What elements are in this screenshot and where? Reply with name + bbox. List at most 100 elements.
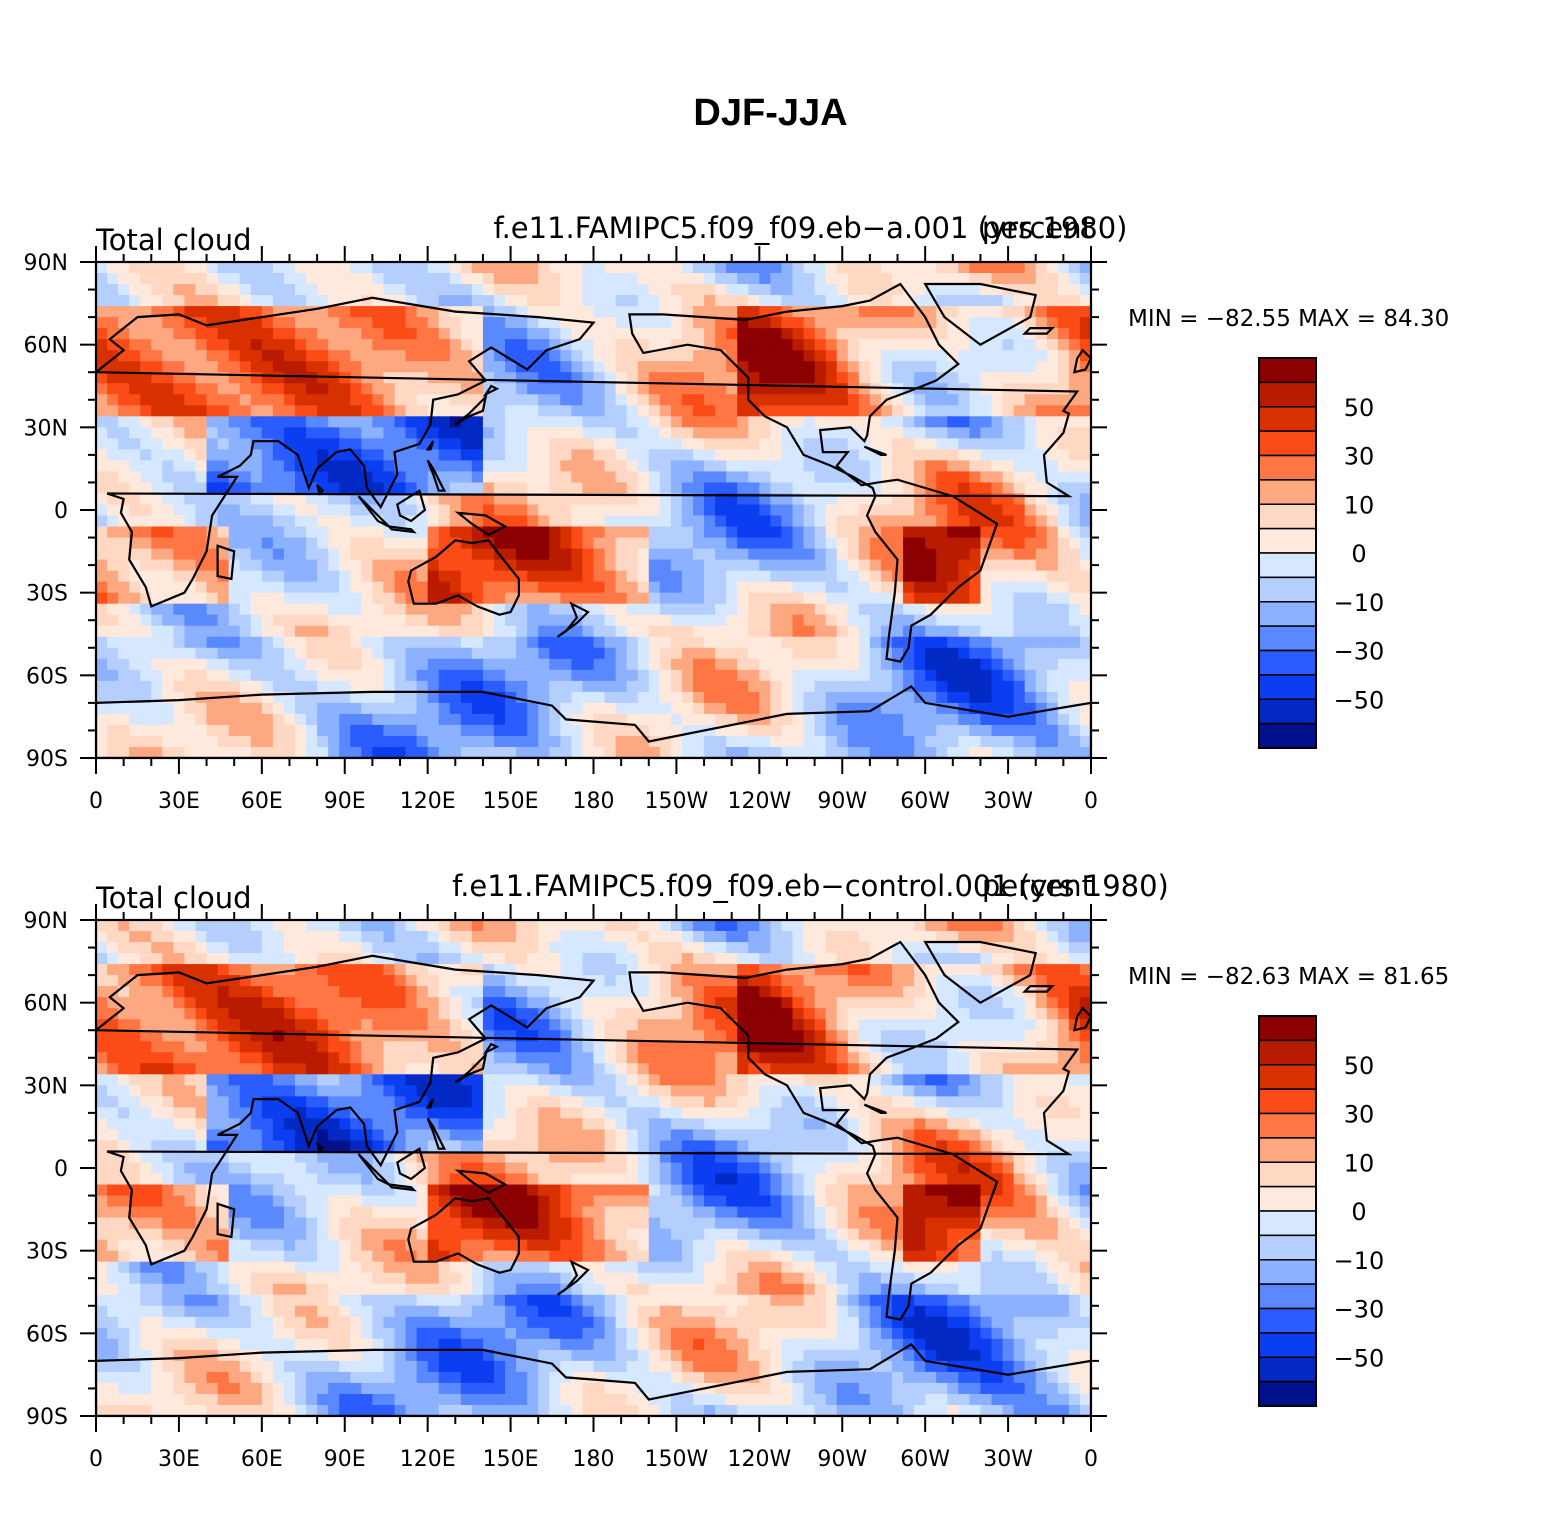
field-cell <box>892 658 904 671</box>
coastline <box>316 484 325 496</box>
field-cell <box>505 931 517 943</box>
field-cell <box>704 713 716 726</box>
field-cell <box>748 735 760 748</box>
field-cell <box>659 669 672 682</box>
field-cell <box>626 361 639 373</box>
field-cell <box>781 735 794 748</box>
field-cell <box>505 614 517 627</box>
field-cell <box>107 537 119 550</box>
field-cell <box>637 416 650 428</box>
field-cell <box>317 273 329 285</box>
field-cell <box>516 460 528 473</box>
panel-experiment-a: Total cloud f.e11.FAMIPC5.f09_f09.eb−a.0… <box>0 190 1541 830</box>
field-cell <box>118 383 130 395</box>
field-cell <box>593 713 606 726</box>
field-cell <box>1079 493 1091 506</box>
field-cell <box>814 284 827 296</box>
field-cell <box>969 746 982 758</box>
field-cell <box>228 920 241 932</box>
field-cell <box>858 942 871 954</box>
field-cell <box>637 953 650 965</box>
field-cell <box>869 262 882 274</box>
field-cell <box>814 328 827 340</box>
field-cell <box>317 548 329 561</box>
field-cell <box>880 383 893 395</box>
field-cell <box>217 383 230 395</box>
field-cell <box>162 262 174 274</box>
field-cell <box>383 942 396 954</box>
field-cell <box>847 416 860 428</box>
field-cell <box>847 975 860 987</box>
field-cell <box>549 953 561 965</box>
field-cell <box>980 504 993 517</box>
field-cell <box>494 405 506 417</box>
field-cell <box>494 702 506 715</box>
field-cell <box>571 997 584 1009</box>
field-cell <box>615 273 628 285</box>
field-cell <box>129 724 141 737</box>
field-cell <box>1057 658 1070 671</box>
field-cell <box>936 427 948 439</box>
field-cell <box>438 691 451 704</box>
field-cell <box>969 493 982 506</box>
field-cell <box>416 482 429 495</box>
field-cell <box>858 548 871 561</box>
field-cell <box>637 350 650 362</box>
field-cell <box>969 559 982 572</box>
field-cell <box>471 306 484 318</box>
field-cell <box>151 625 163 638</box>
field-cell <box>925 636 937 649</box>
field-cell <box>372 669 385 682</box>
field-cell <box>659 581 672 594</box>
field-cell <box>648 964 661 976</box>
field-cell <box>936 471 948 484</box>
field-cell <box>814 603 827 616</box>
field-cell <box>162 416 174 428</box>
field-cell <box>1046 405 1059 417</box>
field-cell <box>206 328 219 340</box>
field-cell <box>482 394 495 406</box>
field-cell <box>880 460 893 473</box>
field-cell <box>228 680 241 693</box>
field-cell <box>659 317 672 329</box>
field-cell <box>991 317 1004 329</box>
field-cell <box>317 636 329 649</box>
field-cell <box>339 317 351 329</box>
field-cell <box>560 361 572 373</box>
field-cell <box>527 515 539 528</box>
field-cell <box>681 680 694 693</box>
field-cell <box>914 361 926 373</box>
field-cell <box>726 570 738 583</box>
field-cell <box>814 658 827 671</box>
field-cell <box>1046 383 1059 395</box>
field-cell <box>206 526 219 539</box>
field-cell <box>140 449 152 461</box>
field-cell <box>847 273 860 285</box>
field-cell <box>140 986 152 998</box>
field-cell <box>991 975 1004 987</box>
field-cell <box>1046 724 1059 737</box>
field-cell <box>858 975 871 987</box>
field-cell <box>748 724 760 737</box>
field-cell <box>560 394 572 406</box>
field-cell <box>549 625 561 638</box>
field-cell <box>173 537 186 550</box>
field-cell <box>737 295 749 307</box>
field-cell <box>825 953 838 965</box>
field-cell <box>1079 953 1091 965</box>
field-cell <box>184 658 197 671</box>
field-cell <box>151 724 163 737</box>
field-cell <box>847 350 860 362</box>
field-cell <box>151 997 163 1009</box>
field-cell <box>195 537 208 550</box>
field-cell <box>394 394 407 406</box>
field-cell <box>516 964 528 976</box>
field-cell <box>460 931 473 943</box>
field-cell <box>261 306 274 318</box>
field-cell <box>195 471 208 484</box>
field-cell <box>250 339 263 351</box>
field-cell <box>858 702 871 715</box>
lat-label: 60S <box>26 664 68 689</box>
field-cell <box>427 350 440 362</box>
